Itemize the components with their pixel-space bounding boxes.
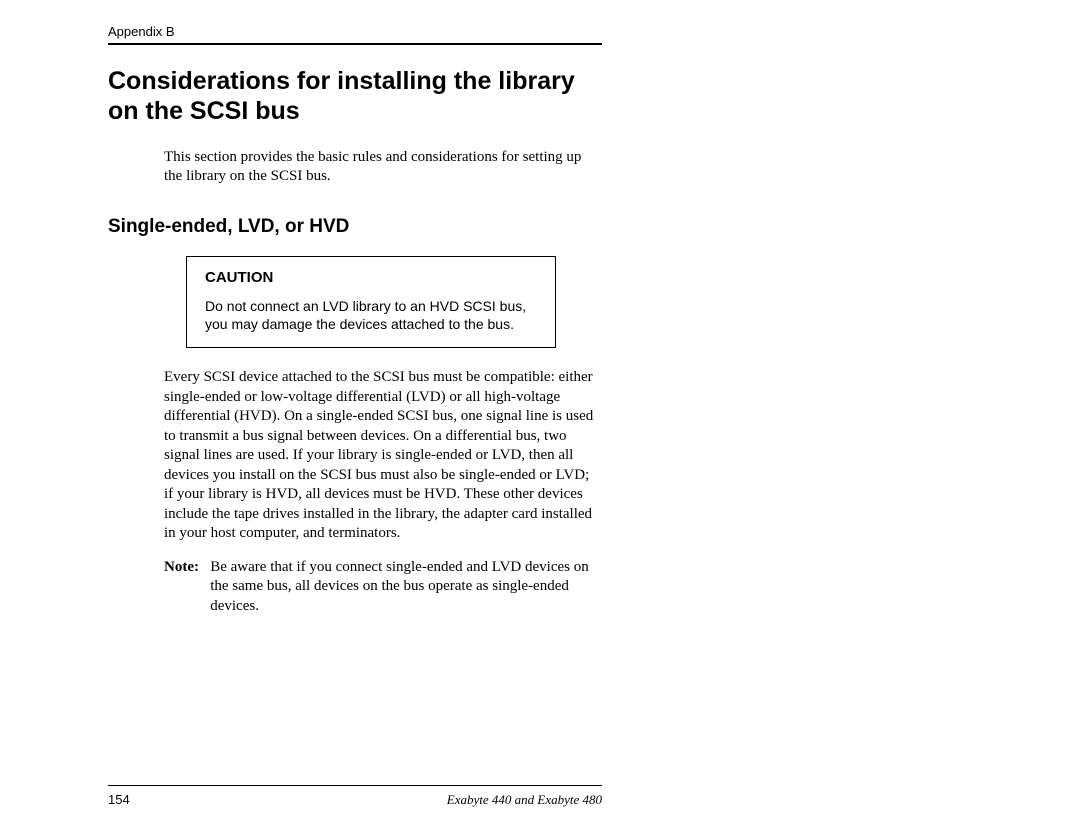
page-footer: 154 Exabyte 440 and Exabyte 480 [108, 785, 602, 808]
section-heading: Single-ended, LVD, or HVD [108, 216, 602, 238]
footer-rule [108, 785, 602, 786]
page-number: 154 [108, 792, 130, 808]
header-rule [108, 43, 602, 45]
caution-text: Do not connect an LVD library to an HVD … [205, 298, 537, 333]
note-label: Note: [164, 558, 210, 578]
intro-paragraph: This section provides the basic rules an… [164, 148, 602, 186]
footer-row: 154 Exabyte 440 and Exabyte 480 [108, 792, 602, 808]
page-content: Appendix B Considerations for installing… [108, 24, 602, 616]
document-title: Exabyte 440 and Exabyte 480 [447, 792, 602, 808]
caution-box: CAUTION Do not connect an LVD library to… [186, 256, 556, 348]
caution-title: CAUTION [205, 269, 537, 286]
body-paragraph: Every SCSI device attached to the SCSI b… [164, 368, 602, 544]
header-label: Appendix B [108, 24, 602, 43]
note-block: Note: Be aware that if you connect singl… [164, 558, 602, 617]
note-text: Be aware that if you connect single-ende… [210, 558, 602, 617]
page-title: Considerations for installing the librar… [108, 67, 602, 126]
